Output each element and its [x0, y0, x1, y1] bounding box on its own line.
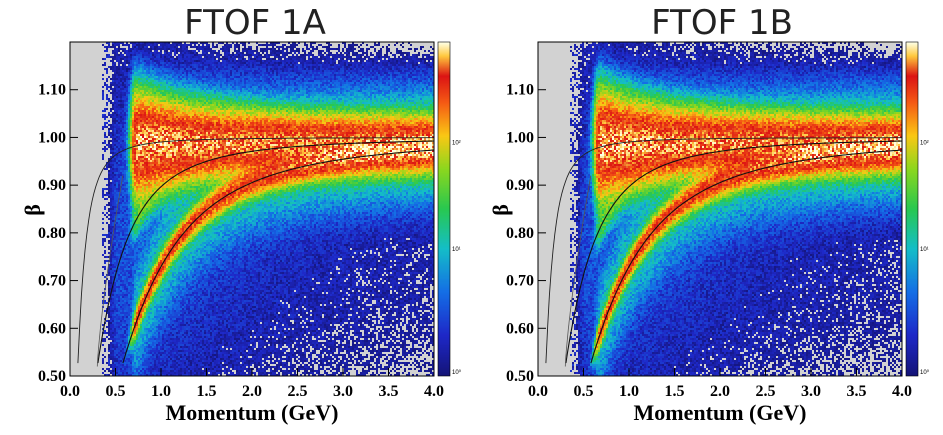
y-axis-label: β: [488, 204, 513, 216]
colorbar-image: [438, 42, 450, 376]
x-tick-label: 3.0: [801, 383, 821, 400]
ftof-1b-chart: FTOF 1B 0.0 0.5 1.0 1.5 2.0 2.5 3.0 3.5 4.0 0.50…: [488, 3, 930, 425]
overlay-curve: [122, 149, 435, 364]
x-tick-label: 3.5: [379, 383, 399, 400]
overlay-curve: [97, 140, 435, 364]
overlay-curve: [96, 175, 124, 367]
x-tick-label: 3.5: [847, 383, 867, 400]
x-tick-label: 4.0: [892, 383, 912, 400]
x-tick-label: 0.0: [528, 383, 548, 400]
colorbar-ticks: 10⁰ 10¹ 10²: [920, 141, 930, 376]
colorbar-ticks: 10⁰ 10¹ 10²: [452, 141, 462, 376]
y-tick-label: 1.10: [506, 82, 534, 99]
y-tick-label: 0.80: [506, 225, 534, 242]
x-tick-label: 3.0: [333, 383, 353, 400]
colorbar-frame: [437, 41, 451, 377]
panel-ftof-1a: FTOF 1A 0.0 0.5 1.0 1.5 2.0 2.5 3.0 3.5 4.0 0.50…: [0, 0, 470, 435]
overlay-curve: [545, 137, 902, 364]
y-ticks: 0.50 0.60 0.70 0.80 0.90 1.00 1.10: [506, 82, 546, 385]
heatmap-image: [538, 42, 902, 376]
panel-ftof-1b: FTOF 1B 0.0 0.5 1.0 1.5 2.0 2.5 3.0 3.5 4.0 0.50…: [468, 0, 938, 435]
colorbar-tick-label: 10²: [452, 141, 461, 147]
y-tick-label: 0.50: [38, 368, 66, 385]
y-tick-label: 0.90: [38, 177, 66, 194]
x-tick-label: 2.5: [288, 383, 308, 400]
x-tick-label: 0.0: [60, 383, 80, 400]
x-tick-label: 2.0: [710, 383, 730, 400]
heatmap-image: [70, 42, 434, 376]
y-tick-label: 0.80: [38, 225, 66, 242]
y-tick-label: 1.10: [38, 82, 66, 99]
overlay-curve: [590, 149, 903, 364]
x-ticks: 0.0 0.5 1.0 1.5 2.0 2.5 3.0 3.5 4.0: [60, 368, 444, 400]
overlay-curve: [565, 140, 903, 364]
colorbar-tick-label: 10⁰: [920, 369, 930, 376]
y-tick-label: 0.70: [38, 273, 66, 290]
colorbar-frame: [905, 41, 919, 377]
y-tick-label: 0.60: [506, 320, 534, 337]
x-tick-label: 1.5: [665, 383, 685, 400]
colorbar-tick-label: 10²: [920, 141, 929, 147]
ftof-1a-chart: FTOF 1A 0.0 0.5 1.0 1.5 2.0 2.5 3.0 3.5 4.0 0.50…: [20, 3, 462, 425]
x-tick-label: 1.0: [151, 383, 171, 400]
colorbar-tick-label: 10¹: [920, 247, 929, 253]
y-ticks: 0.50 0.60 0.70 0.80 0.90 1.00 1.10: [38, 82, 78, 385]
y-tick-label: 0.90: [506, 177, 534, 194]
x-tick-label: 4.0: [424, 383, 444, 400]
x-tick-label: 1.0: [619, 383, 639, 400]
x-tick-label: 2.5: [756, 383, 776, 400]
y-tick-label: 1.00: [506, 129, 534, 146]
x-axis-label: Momentum (GeV): [634, 400, 807, 425]
colorbar-tick-label: 10¹: [452, 247, 461, 253]
x-tick-label: 0.5: [574, 383, 594, 400]
y-tick-label: 1.00: [38, 129, 66, 146]
x-axis-label: Momentum (GeV): [166, 400, 339, 425]
x-ticks: 0.0 0.5 1.0 1.5 2.0 2.5 3.0 3.5 4.0: [528, 368, 912, 400]
y-axis-label: β: [20, 204, 45, 216]
overlay-curve: [564, 175, 592, 367]
overlay-curve: [77, 137, 434, 364]
colorbar-tick-label: 10⁰: [452, 369, 462, 376]
x-tick-label: 2.0: [242, 383, 262, 400]
y-tick-label: 0.70: [506, 273, 534, 290]
colorbar-image: [906, 42, 918, 376]
overlay-curves: [545, 137, 903, 367]
chart-title: FTOF 1A: [184, 3, 326, 43]
chart-title: FTOF 1B: [651, 3, 793, 43]
y-tick-label: 0.60: [38, 320, 66, 337]
overlay-curves: [77, 137, 435, 367]
x-tick-label: 1.5: [197, 383, 217, 400]
x-tick-label: 0.5: [106, 383, 126, 400]
y-tick-label: 0.50: [506, 368, 534, 385]
